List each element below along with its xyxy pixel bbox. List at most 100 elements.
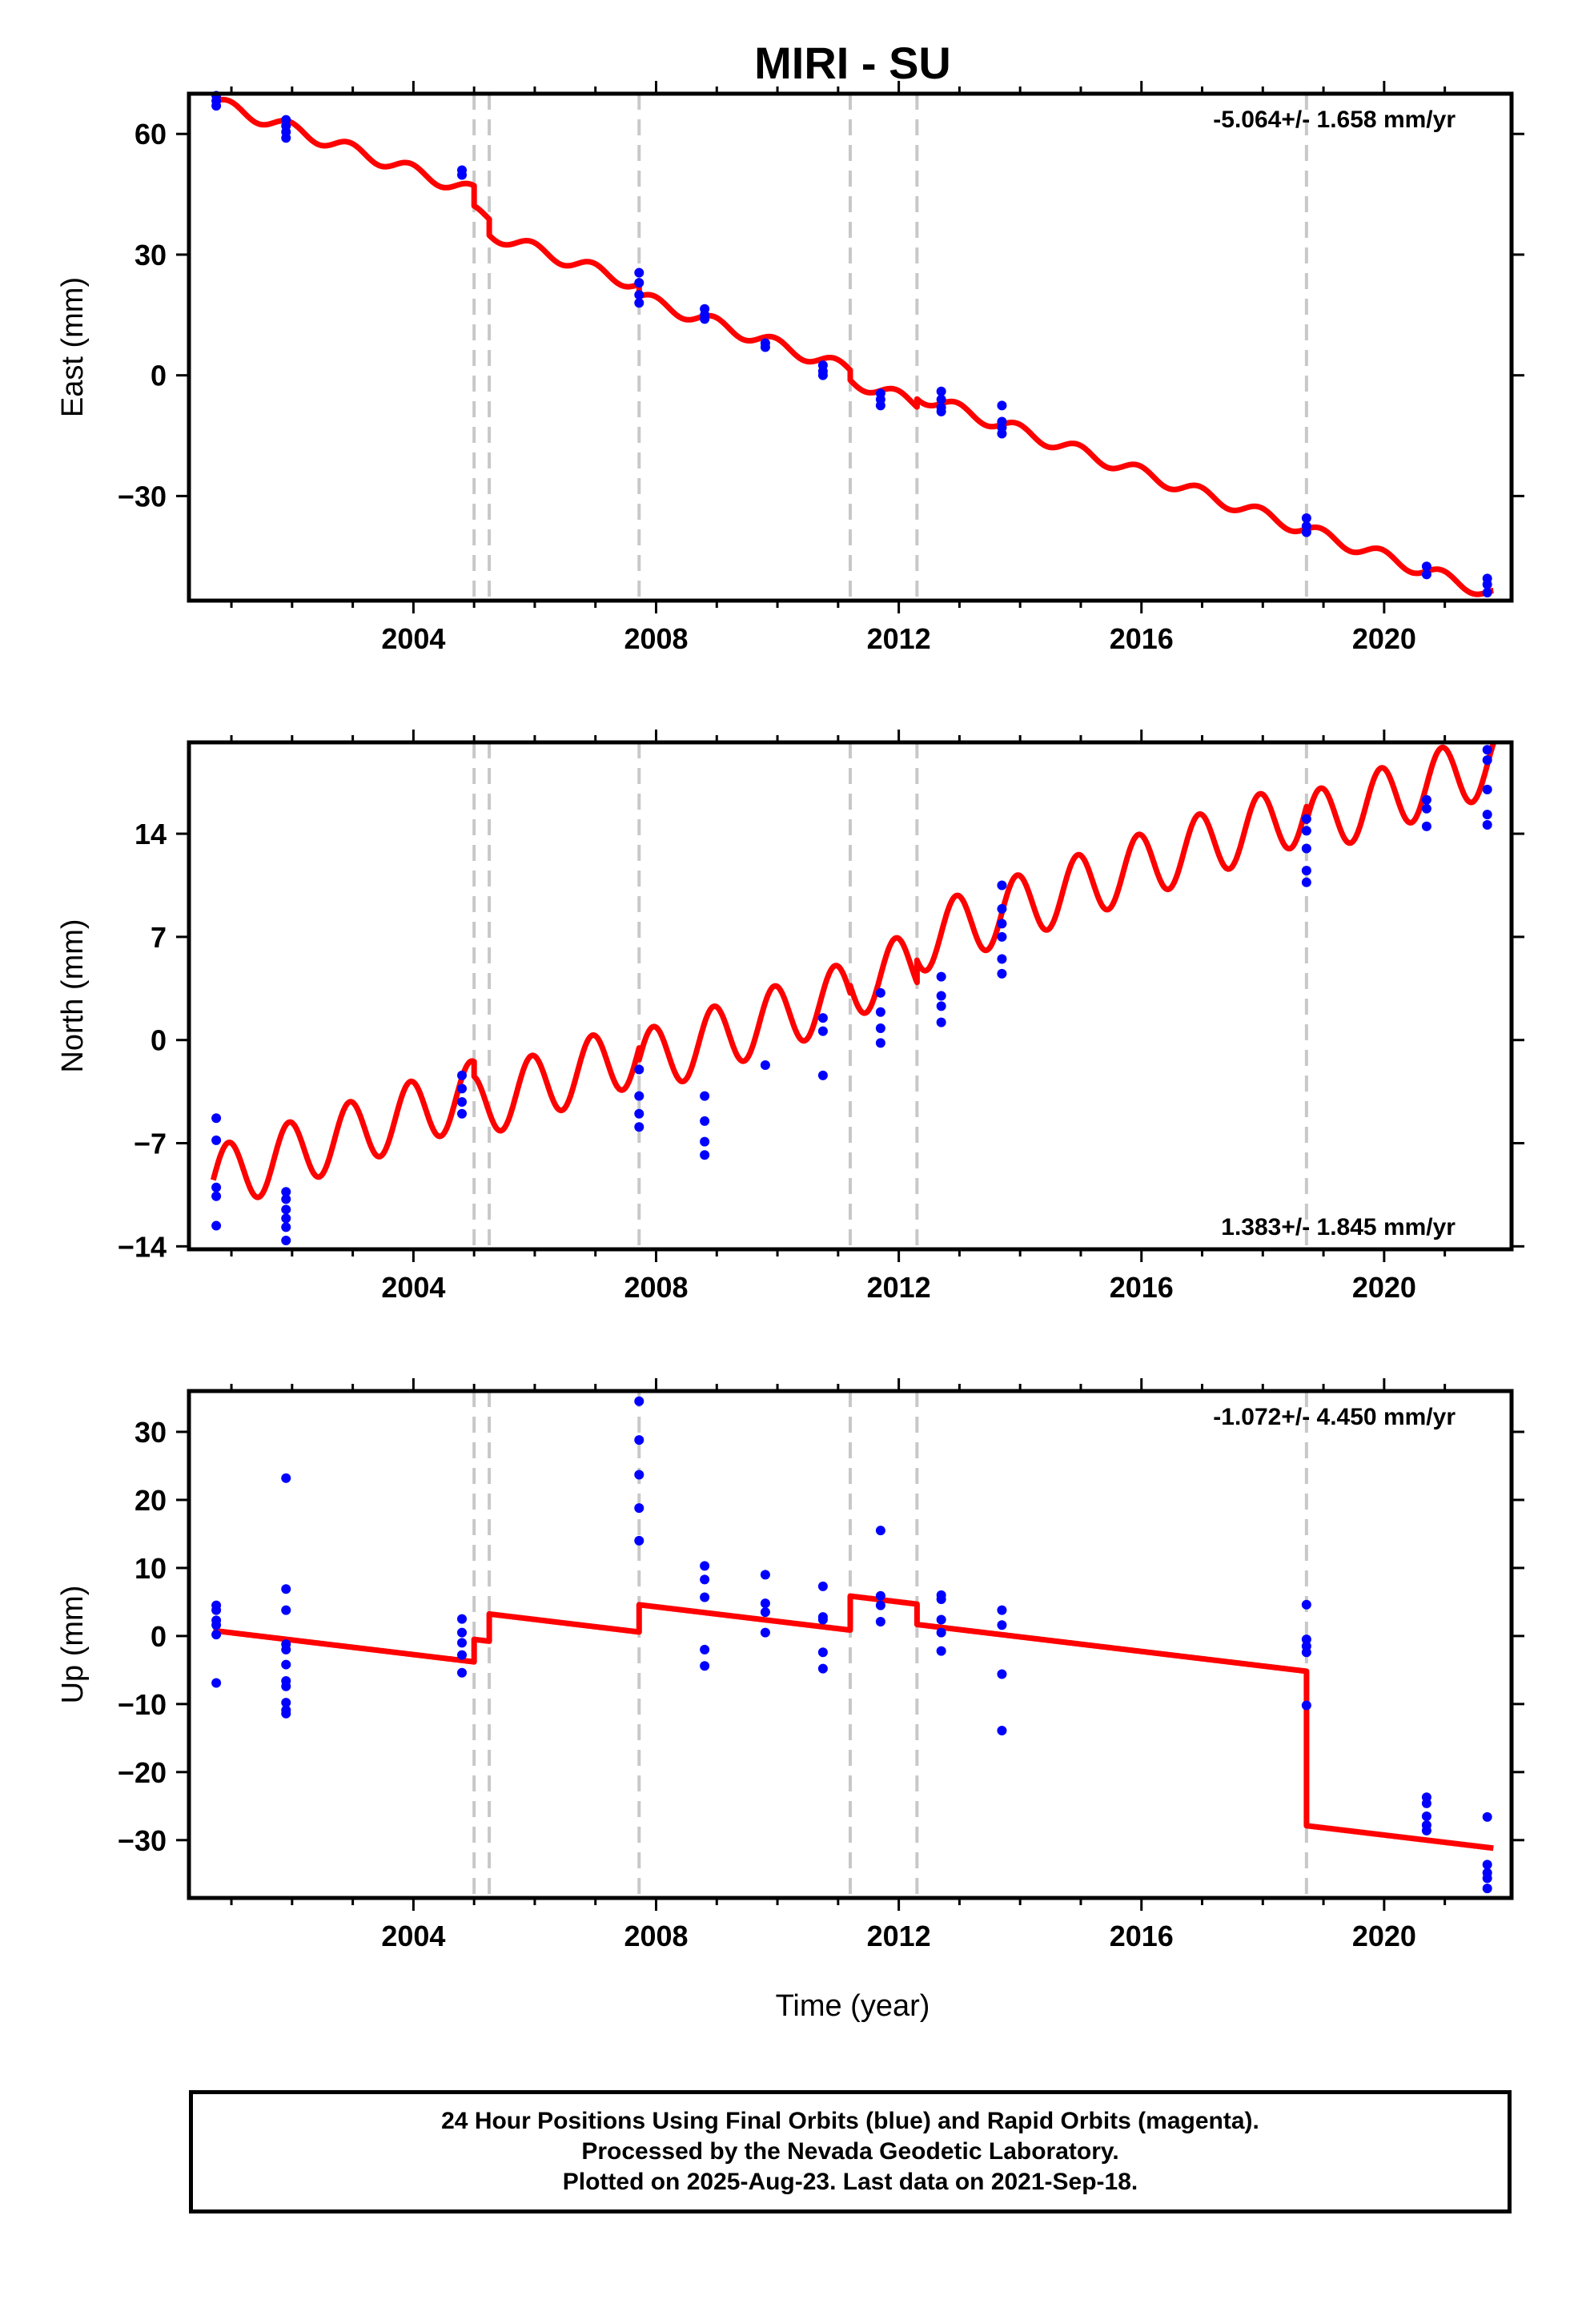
data-point bbox=[634, 1108, 644, 1119]
data-point bbox=[1482, 1860, 1492, 1870]
data-point bbox=[936, 1646, 946, 1656]
chart-title: MIRI - SU bbox=[754, 38, 951, 88]
plot-frame-up bbox=[187, 1389, 1514, 1900]
data-point bbox=[997, 1669, 1007, 1679]
data-point bbox=[936, 386, 946, 396]
data-point bbox=[760, 1607, 770, 1618]
data-point bbox=[281, 1659, 291, 1670]
data-point bbox=[936, 1627, 946, 1638]
x-tick-label: 2016 bbox=[1110, 622, 1174, 655]
data-point bbox=[760, 1059, 770, 1070]
data-point bbox=[997, 880, 1007, 891]
data-point bbox=[457, 1614, 468, 1624]
x-tick-label: 2008 bbox=[624, 622, 688, 655]
data-point bbox=[936, 971, 946, 982]
data-point bbox=[936, 394, 946, 404]
data-point bbox=[211, 1630, 222, 1640]
data-point bbox=[211, 1191, 222, 1201]
data-point bbox=[760, 1627, 770, 1638]
data-point bbox=[281, 1194, 291, 1204]
x-tick-label: 2020 bbox=[1352, 622, 1416, 655]
data-point bbox=[760, 1570, 770, 1580]
data-point bbox=[281, 1698, 291, 1708]
x-tick-label: 2004 bbox=[381, 1271, 445, 1304]
data-point bbox=[1301, 826, 1311, 836]
y-tick-label: −30 bbox=[118, 480, 167, 513]
y-tick-label: 0 bbox=[151, 1024, 167, 1057]
data-point bbox=[700, 1136, 710, 1147]
data-point bbox=[211, 101, 222, 111]
data-point bbox=[1301, 513, 1311, 524]
data-point bbox=[1482, 579, 1492, 589]
x-tick-label: 2004 bbox=[381, 622, 445, 655]
data-point bbox=[817, 1026, 828, 1036]
data-point bbox=[457, 1108, 468, 1119]
y-tick-label: 20 bbox=[135, 1484, 167, 1517]
data-point bbox=[936, 1614, 946, 1625]
data-point bbox=[936, 1001, 946, 1011]
y-tick-label: 10 bbox=[135, 1552, 167, 1585]
data-point bbox=[281, 1222, 291, 1232]
data-point bbox=[1421, 821, 1431, 831]
data-point bbox=[700, 1150, 710, 1160]
data-point bbox=[875, 1617, 885, 1627]
data-point bbox=[700, 314, 710, 324]
data-point bbox=[1301, 527, 1311, 537]
data-point bbox=[634, 278, 644, 288]
data-point bbox=[1421, 1798, 1431, 1808]
data-point bbox=[1482, 810, 1492, 820]
data-point bbox=[1421, 794, 1431, 805]
data-point bbox=[875, 1007, 885, 1017]
x-tick-label: 2008 bbox=[624, 1271, 688, 1304]
data-point bbox=[457, 1070, 468, 1080]
data-point bbox=[997, 903, 1007, 914]
data-point bbox=[817, 1614, 828, 1625]
data-point bbox=[817, 1581, 828, 1591]
data-point bbox=[457, 170, 468, 180]
data-point bbox=[457, 1638, 468, 1648]
data-point bbox=[817, 1663, 828, 1674]
data-point bbox=[281, 1204, 291, 1215]
y-tick-label: 0 bbox=[151, 1620, 167, 1653]
data-point bbox=[457, 1627, 468, 1638]
model-line-north bbox=[210, 742, 1496, 1200]
panel-east: 60 30 0 −30 2004 2008 2012 2016 2020 East (mm) -5.… bbox=[56, 81, 1524, 655]
data-point bbox=[700, 1644, 710, 1655]
data-point bbox=[281, 133, 291, 143]
data-point bbox=[760, 342, 770, 352]
data-point bbox=[760, 1598, 770, 1609]
data-point bbox=[1482, 587, 1492, 597]
data-point bbox=[211, 1220, 222, 1231]
x-tick-label: 2004 bbox=[381, 1920, 445, 1952]
data-point bbox=[457, 1667, 468, 1678]
y-axis-label-east: East (mm) bbox=[56, 277, 90, 417]
data-point bbox=[1482, 745, 1492, 755]
data-point bbox=[457, 1084, 468, 1094]
data-point bbox=[700, 1574, 710, 1585]
data-point bbox=[634, 1470, 644, 1480]
x-tick-label: 2016 bbox=[1110, 1271, 1174, 1304]
y-tick-label: −30 bbox=[118, 1824, 167, 1857]
y-tick-label: −20 bbox=[118, 1756, 167, 1789]
data-point bbox=[875, 1023, 885, 1033]
x-tick-label: 2020 bbox=[1352, 1920, 1416, 1952]
data-point bbox=[634, 267, 644, 278]
data-point bbox=[1301, 1700, 1311, 1711]
data-point bbox=[1421, 1825, 1431, 1835]
data-point bbox=[281, 1644, 291, 1655]
data-point bbox=[700, 1661, 710, 1671]
x-tick-label: 2012 bbox=[867, 1271, 931, 1304]
data-point bbox=[634, 1435, 644, 1445]
x-tick-label: 2012 bbox=[867, 1920, 931, 1952]
data-point bbox=[281, 1681, 291, 1691]
data-point bbox=[634, 1535, 644, 1546]
data-point bbox=[1301, 1647, 1311, 1658]
y-tick-label: 60 bbox=[135, 118, 167, 151]
panel-up: 30 20 10 0 −10 −20 −30 2004 2008 2012 2016 2020 Up (… bbox=[56, 1378, 1524, 1952]
data-point bbox=[457, 1096, 468, 1107]
data-point bbox=[1482, 1811, 1492, 1822]
rate-label-north: 1.383+/- 1.845 mm/yr bbox=[1221, 1214, 1456, 1240]
data-point bbox=[634, 298, 644, 308]
data-point bbox=[281, 1187, 291, 1197]
data-point bbox=[1301, 843, 1311, 854]
